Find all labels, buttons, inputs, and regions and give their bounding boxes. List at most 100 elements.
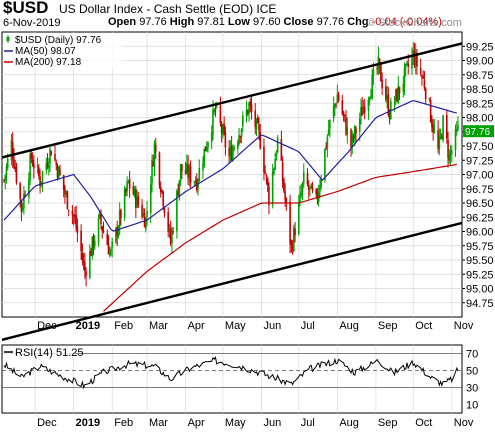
price-bar-down bbox=[259, 132, 262, 149]
price-bar-down bbox=[341, 100, 344, 114]
price-bar-up bbox=[193, 181, 196, 183]
rsi-x-tick-label: Sep bbox=[378, 417, 398, 429]
price-bar-up bbox=[179, 164, 182, 181]
price-tick-label: 95.00 bbox=[466, 284, 494, 296]
price-bar-down bbox=[280, 139, 283, 161]
ma50-line bbox=[3, 100, 457, 232]
price-bar-down bbox=[24, 195, 26, 197]
price-bar-down bbox=[385, 86, 387, 100]
price-bar-down bbox=[46, 162, 49, 167]
price-bar-up bbox=[171, 231, 173, 244]
price-bar-down bbox=[107, 243, 110, 255]
price-bar-down bbox=[128, 178, 131, 189]
price-bar-down bbox=[413, 50, 416, 66]
price-bar-up bbox=[240, 128, 243, 138]
price-bar-up bbox=[309, 186, 311, 188]
price-tick-label: 96.00 bbox=[466, 227, 494, 239]
price-bar-down bbox=[224, 132, 227, 148]
change-value: -0.04 (-0.04%) bbox=[371, 16, 442, 28]
price-bar-up bbox=[449, 152, 452, 156]
price-bar-down bbox=[246, 109, 249, 115]
price-bar-down bbox=[437, 130, 439, 149]
price-bar-up bbox=[428, 98, 431, 101]
price-bar-up bbox=[438, 135, 441, 150]
price-bar-up bbox=[5, 166, 8, 176]
price-bar-down bbox=[92, 235, 95, 248]
price-bar-down bbox=[20, 200, 23, 212]
price-bar-up bbox=[275, 153, 278, 157]
price-bar-down bbox=[223, 124, 225, 134]
price-bar-up bbox=[89, 251, 91, 278]
price-bar-up bbox=[133, 188, 136, 196]
price-bar-down bbox=[67, 209, 70, 211]
price-bar-up bbox=[117, 228, 120, 237]
price-bar-up bbox=[203, 148, 206, 167]
price-bar-down bbox=[31, 159, 34, 166]
price-bar-down bbox=[387, 94, 390, 115]
price-bar-up bbox=[49, 149, 51, 164]
price-bar-up bbox=[127, 180, 130, 183]
price-bar-up bbox=[229, 147, 232, 156]
open-label: Open bbox=[108, 16, 137, 28]
price-bar-down bbox=[441, 135, 443, 139]
price-bar-down bbox=[355, 128, 357, 134]
price-bar-up bbox=[404, 63, 407, 68]
change-label: Chg bbox=[347, 16, 369, 28]
price-bar-up bbox=[351, 134, 354, 146]
price-bar-down bbox=[422, 76, 424, 79]
price-bar-down bbox=[342, 111, 345, 116]
last-close-label: 97.76 bbox=[465, 127, 490, 138]
price-bar-down bbox=[100, 213, 102, 225]
price-bar-down bbox=[39, 176, 41, 186]
channel-lower-line bbox=[1, 221, 463, 341]
price-bar-up bbox=[142, 213, 145, 217]
price-bar-down bbox=[82, 260, 85, 262]
price-bar-down bbox=[106, 233, 109, 245]
price-bar-up bbox=[457, 125, 459, 129]
rsi-x-tick-label: Apr bbox=[188, 417, 205, 429]
rsi-x-axis: Dec 2019 Feb Mar Apr May Jun Jul Aug Sep Oct Nov bbox=[37, 417, 474, 429]
price-bar-down bbox=[187, 164, 189, 179]
price-bar-up bbox=[186, 163, 188, 173]
price-bar-down bbox=[446, 114, 448, 139]
high-value: 97.81 bbox=[197, 16, 225, 28]
price-tick-label: 95.75 bbox=[466, 241, 494, 253]
price-bar-up bbox=[123, 189, 126, 218]
price-bar-down bbox=[294, 228, 296, 236]
chart-title: US Dollar Index - Cash Settle (EOD) ICE bbox=[59, 2, 276, 16]
price-bar-down bbox=[116, 226, 118, 237]
price-bar-up bbox=[233, 147, 235, 150]
price-bar-up bbox=[360, 107, 362, 117]
price-bar-down bbox=[429, 100, 432, 123]
price-bar-down bbox=[85, 271, 87, 277]
price-bar-down bbox=[352, 135, 355, 139]
price-bar-up bbox=[41, 171, 44, 182]
price-bar-up bbox=[207, 142, 209, 148]
price-bar-down bbox=[50, 151, 53, 156]
price-x-tick-label: Oct bbox=[415, 320, 432, 332]
price-bar-down bbox=[101, 226, 104, 232]
price-bar-down bbox=[38, 167, 40, 176]
price-bar-down bbox=[424, 88, 427, 100]
price-bar-up bbox=[144, 217, 147, 230]
price-bar-down bbox=[75, 214, 77, 228]
price-bar-down bbox=[55, 162, 58, 166]
price-bar-up bbox=[406, 62, 408, 64]
price-bar-up bbox=[439, 133, 442, 135]
price-bar-up bbox=[414, 52, 417, 67]
price-x-tick-label: Apr bbox=[188, 320, 205, 332]
price-bar-up bbox=[215, 104, 218, 108]
price-bar-down bbox=[120, 209, 122, 219]
rsi-tick-label: 10 bbox=[466, 400, 478, 412]
price-bar-down bbox=[169, 228, 172, 244]
price-bar-down bbox=[376, 68, 378, 70]
price-bar-down bbox=[189, 166, 192, 183]
price-bar-up bbox=[332, 105, 335, 119]
price-legend-label: MA(50) 98.07 bbox=[15, 46, 76, 57]
price-bar-down bbox=[407, 63, 410, 67]
last-close-marker: 97.76 bbox=[463, 125, 494, 138]
price-bar-down bbox=[283, 179, 285, 191]
price-bar-down bbox=[361, 107, 364, 116]
price-bar-up bbox=[28, 179, 30, 198]
price-bar-down bbox=[14, 166, 16, 170]
